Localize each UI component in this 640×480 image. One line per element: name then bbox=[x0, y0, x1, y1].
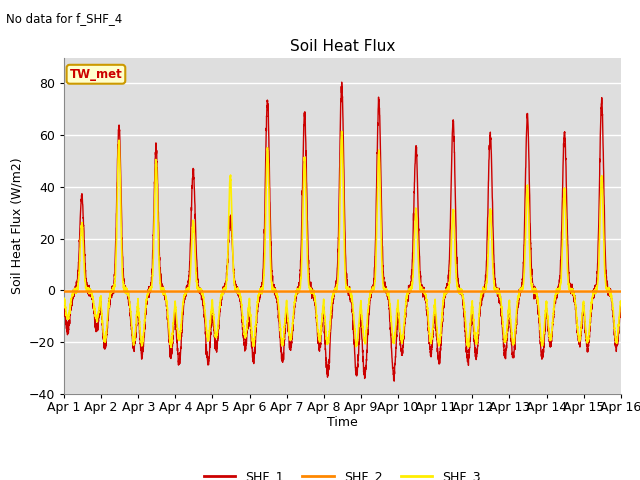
Title: Soil Heat Flux: Soil Heat Flux bbox=[290, 39, 395, 54]
Y-axis label: Soil Heat Flux (W/m2): Soil Heat Flux (W/m2) bbox=[10, 157, 23, 294]
Text: TW_met: TW_met bbox=[70, 68, 122, 81]
Text: No data for f_SHF_4: No data for f_SHF_4 bbox=[6, 12, 123, 25]
X-axis label: Time: Time bbox=[327, 416, 358, 429]
Legend: SHF_1, SHF_2, SHF_3: SHF_1, SHF_2, SHF_3 bbox=[199, 465, 486, 480]
